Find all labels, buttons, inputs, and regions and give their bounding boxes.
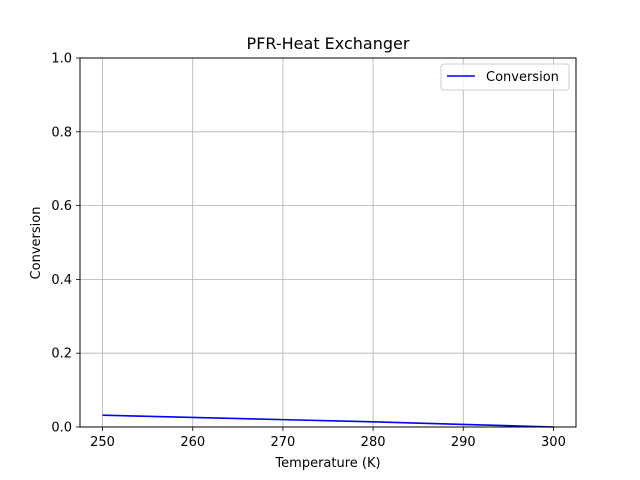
x-tick-label: 270 <box>270 435 295 450</box>
series-layer <box>102 414 554 428</box>
x-axis-title: Temperature (K) <box>274 456 380 471</box>
legend: Conversion <box>440 63 570 91</box>
x-axis-ticks: 250 260 270 280 290 300 <box>90 427 566 450</box>
x-tick-label: 300 <box>541 435 566 450</box>
x-tick-label: 280 <box>361 435 386 450</box>
y-tick-label: 0.4 <box>51 273 72 288</box>
y-axis-title: Conversion <box>29 207 44 280</box>
x-tick-label: 250 <box>90 435 115 450</box>
y-tick-label: 0.0 <box>51 421 72 436</box>
chart-title: PFR-Heat Exchanger <box>247 34 410 53</box>
legend-box <box>440 63 570 91</box>
y-tick-label: 0.8 <box>51 125 72 140</box>
plot-area-frame <box>79 57 577 428</box>
x-tick-label: 260 <box>180 435 205 450</box>
series-line-conversion <box>102 414 554 428</box>
y-tick-label: 0.2 <box>51 347 72 362</box>
y-tick-label: 0.6 <box>51 199 72 214</box>
y-axis-ticks: 0.0 0.2 0.4 0.6 0.8 1.0 <box>51 52 80 436</box>
grid-lines <box>80 57 576 428</box>
legend-label-conversion: Conversion <box>486 70 559 85</box>
x-tick-label: 290 <box>451 435 476 450</box>
y-tick-label: 1.0 <box>51 52 72 67</box>
